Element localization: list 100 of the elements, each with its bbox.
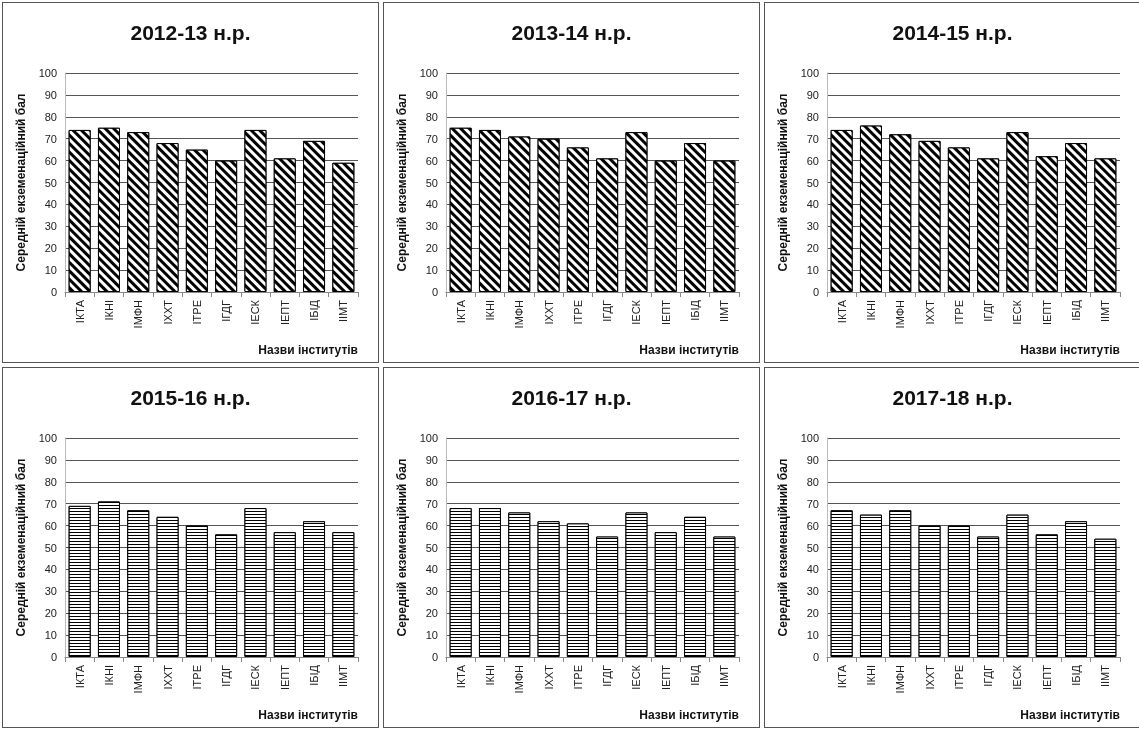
y-tick-label: 30 [806, 220, 819, 233]
x-tick-label: ІБІД [689, 299, 702, 321]
y-tick-label: 10 [806, 629, 819, 642]
y-axis-title: Середній екземенаційний бал [395, 93, 409, 272]
chart-title: 2015-16 н.р. [130, 386, 251, 409]
x-tick-label: ІГДГ [601, 664, 614, 687]
x-tick-label: ІЕСК [630, 299, 643, 325]
x-tick-label: ІЕСК [249, 664, 262, 690]
x-tick-label: ІБІД [308, 299, 321, 321]
chart-title: 2014-15 н.р. [892, 21, 1013, 44]
y-tick-label: 70 [44, 497, 57, 510]
chart-title: 2013-14 н.р. [511, 21, 632, 44]
x-tick-label: ІЕСК [249, 299, 262, 325]
y-tick-label: 0 [812, 651, 819, 663]
y-tick-label: 90 [806, 88, 819, 101]
x-tick-label: ІХХТ [161, 299, 174, 325]
y-axis-title: Середній екземенаційний бал [395, 458, 409, 637]
y-tick-label: 80 [425, 475, 438, 488]
y-tick-label: 0 [431, 286, 438, 298]
y-tick-label: 60 [806, 519, 819, 532]
y-tick-label: 10 [425, 264, 438, 277]
y-tick-label: 60 [425, 519, 438, 532]
x-tick-label: ІГДГ [982, 664, 995, 687]
y-tick-label: 80 [806, 475, 819, 488]
x-tick-label: ІМФН [894, 299, 907, 329]
x-axis-title: Назви інститутів [1020, 343, 1120, 357]
x-tick-label: ІКНІ [864, 300, 877, 321]
x-tick-label: ІМФН [513, 664, 526, 694]
y-tick-label: 60 [806, 154, 819, 167]
y-tick-label: 0 [431, 651, 438, 663]
x-tick-label: ІХХТ [161, 664, 174, 690]
y-tick-label: 0 [812, 286, 819, 298]
x-tick-label: ІХХТ [923, 664, 936, 690]
x-tick-label: ІБІД [689, 664, 702, 686]
x-tick-label: ІІМТ [1099, 664, 1112, 687]
y-tick-label: 100 [419, 67, 438, 79]
y-tick-label: 40 [806, 198, 819, 211]
y-tick-label: 0 [50, 286, 57, 298]
x-tick-label: ІКНІ [102, 300, 115, 321]
chart-title: 2012-13 н.р. [130, 21, 251, 44]
y-tick-label: 10 [44, 264, 57, 277]
y-tick-label: 70 [806, 132, 819, 145]
x-tick-label: ІЕСК [1011, 299, 1024, 325]
y-tick-label: 50 [806, 176, 819, 189]
x-tick-label: ІЕПТ [1040, 664, 1053, 691]
y-tick-label: 0 [50, 651, 57, 663]
x-tick-label: ІТРЕ [571, 300, 584, 325]
y-tick-label: 40 [44, 198, 57, 211]
y-tick-label: 20 [44, 607, 57, 620]
y-tick-label: 60 [44, 519, 57, 532]
y-axis-title: Середній екземенаційний бал [776, 458, 790, 637]
y-tick-label: 90 [806, 453, 819, 466]
y-tick-label: 80 [806, 110, 819, 123]
y-tick-label: 40 [425, 563, 438, 576]
x-tick-label: ІКТА [835, 664, 848, 689]
y-tick-label: 50 [806, 541, 819, 554]
x-tick-label: ІБІД [1070, 664, 1083, 686]
x-tick-label: ІГДГ [982, 299, 995, 322]
y-tick-label: 30 [44, 585, 57, 598]
x-tick-label: ІХХТ [542, 664, 555, 690]
x-tick-label: ІКТА [454, 664, 467, 689]
x-tick-label: ІГДГ [601, 299, 614, 322]
y-tick-label: 100 [38, 432, 57, 444]
x-tick-label: ІТРЕ [952, 300, 965, 325]
x-tick-label: ІХХТ [923, 299, 936, 325]
y-tick-label: 30 [806, 585, 819, 598]
x-tick-label: ІІМТ [718, 299, 731, 322]
y-tick-label: 60 [425, 154, 438, 167]
x-tick-label: ІБІД [1070, 299, 1083, 321]
y-tick-label: 90 [425, 88, 438, 101]
y-tick-label: 20 [806, 242, 819, 255]
y-tick-label: 50 [425, 541, 438, 554]
x-tick-label: ІЕСК [630, 664, 643, 690]
x-tick-label: ІЕПТ [278, 299, 291, 326]
x-tick-label: ІІМТ [337, 664, 350, 687]
x-tick-label: ІЕПТ [1040, 299, 1053, 326]
y-tick-label: 70 [425, 132, 438, 145]
y-tick-label: 100 [800, 67, 819, 79]
x-tick-label: ІТРЕ [571, 665, 584, 690]
y-tick-label: 20 [425, 242, 438, 255]
x-tick-label: ІХХТ [542, 299, 555, 325]
y-tick-label: 70 [425, 497, 438, 510]
y-axis-title: Середній екземенаційний бал [776, 93, 790, 272]
chart-title: 2016-17 н.р. [511, 386, 632, 409]
x-tick-label: ІЕПТ [278, 664, 291, 691]
y-tick-label: 20 [44, 242, 57, 255]
x-tick-label: ІІМТ [337, 299, 350, 322]
x-tick-label: ІКНІ [483, 300, 496, 321]
x-tick-label: ІКНІ [102, 665, 115, 686]
y-tick-label: 70 [44, 132, 57, 145]
x-axis-title: Назви інститутів [639, 343, 739, 357]
y-tick-label: 100 [800, 432, 819, 444]
x-tick-label: ІЕПТ [659, 299, 672, 326]
x-axis-title: Назви інститутів [639, 708, 739, 722]
y-tick-label: 50 [425, 176, 438, 189]
y-axis-title: Середній екземенаційний бал [14, 458, 28, 637]
y-tick-label: 80 [425, 110, 438, 123]
y-tick-label: 20 [425, 607, 438, 620]
x-tick-label: ІКТА [73, 299, 86, 324]
y-tick-label: 80 [44, 110, 57, 123]
